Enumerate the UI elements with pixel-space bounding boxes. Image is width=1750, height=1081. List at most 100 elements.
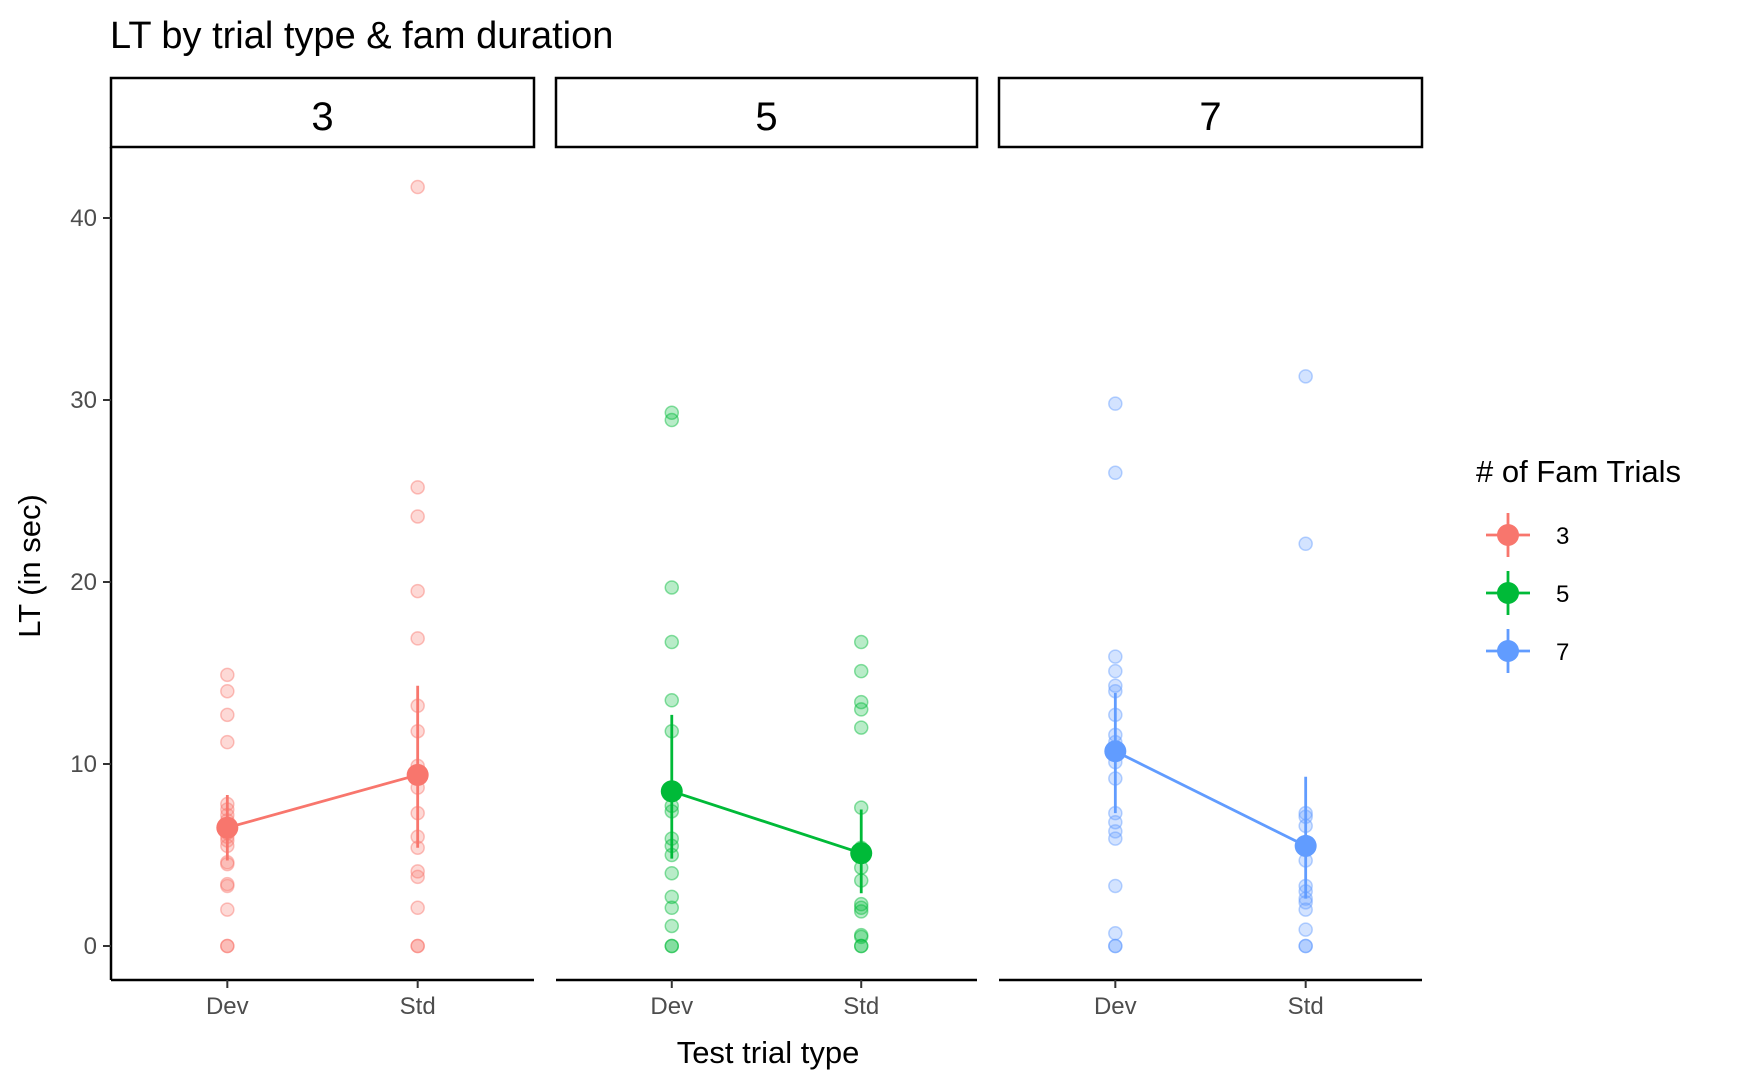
raw-point	[1108, 465, 1123, 481]
y-tick-label: 0	[84, 933, 97, 960]
raw-point	[220, 734, 235, 750]
raw-point	[853, 927, 869, 943]
y-tick-label: 30	[70, 387, 97, 414]
raw-point	[410, 864, 425, 879]
y-tick-label: 10	[70, 751, 97, 778]
raw-point	[220, 683, 235, 699]
raw-point	[410, 900, 425, 916]
raw-point	[853, 663, 869, 679]
raw-point	[410, 869, 425, 885]
raw-point	[853, 702, 869, 717]
raw-point	[853, 938, 869, 954]
raw-point	[220, 878, 235, 894]
mean-line	[226, 773, 419, 830]
raw-point	[1108, 878, 1123, 894]
raw-point	[220, 938, 235, 954]
facet-panel-3: 3 Dev Std	[109, 76, 536, 1020]
raw-point	[410, 509, 425, 524]
raw-point	[1298, 922, 1313, 937]
x-tick-label: Std	[843, 993, 879, 1020]
raw-point	[853, 904, 869, 919]
raw-point	[853, 720, 869, 735]
raw-point	[853, 634, 869, 650]
raw-point	[853, 900, 869, 916]
y-axis: 0 10 20 30 40	[70, 147, 113, 980]
raw-point	[220, 902, 235, 917]
raw-point	[1108, 824, 1123, 839]
raw-point	[1298, 938, 1313, 954]
raw-point	[1298, 536, 1313, 552]
mean-point	[216, 816, 239, 839]
facet-panel-7: 7 Dev Std	[997, 76, 1424, 1020]
x-tick-label: Dev	[1094, 993, 1137, 1020]
y-tick-label: 20	[70, 569, 97, 596]
raw-point	[410, 631, 425, 646]
raw-point	[1298, 902, 1313, 917]
legend-key-point	[1497, 524, 1519, 546]
legend-title: # of Fam Trials	[1476, 454, 1681, 489]
facet-strip-label: 5	[755, 95, 777, 139]
legend-key-3: 3	[1486, 513, 1569, 557]
mean-point	[1294, 834, 1317, 857]
x-tick-label: Std	[400, 993, 436, 1020]
raw-point	[664, 865, 680, 881]
raw-point	[1298, 938, 1313, 954]
raw-point	[1108, 938, 1123, 954]
raw-point	[1108, 814, 1123, 830]
mean-line	[1114, 750, 1307, 848]
mean-point	[406, 763, 429, 786]
raw-point	[664, 580, 680, 595]
facet-strip	[554, 76, 979, 149]
mean-point	[1104, 740, 1127, 763]
legend-keys: 3 5 7	[1486, 513, 1569, 673]
y-tick-label: 40	[70, 205, 97, 232]
raw-point	[410, 938, 425, 954]
legend-label: 3	[1556, 523, 1569, 550]
raw-point	[410, 583, 425, 599]
legend: # of Fam Trials 3 5 7	[1476, 454, 1681, 673]
legend-key-point	[1497, 640, 1519, 662]
raw-point	[664, 900, 680, 916]
legend-label: 5	[1556, 581, 1569, 608]
raw-point	[853, 694, 869, 710]
raw-point	[410, 179, 425, 195]
facet-strip	[997, 76, 1424, 149]
raw-point	[853, 938, 869, 954]
legend-key-5: 5	[1486, 571, 1569, 615]
raw-point	[664, 918, 680, 934]
facet-strip-label: 3	[311, 95, 333, 139]
facet-strip-label: 7	[1199, 95, 1221, 139]
raw-point	[853, 896, 869, 912]
mean-line	[671, 789, 862, 855]
raw-point	[1108, 678, 1123, 693]
facet-strip	[109, 76, 536, 149]
raw-point	[664, 938, 680, 954]
x-tick-label: Dev	[206, 993, 249, 1020]
raw-point	[1108, 938, 1123, 954]
raw-point	[664, 693, 680, 708]
legend-key-7: 7	[1486, 629, 1569, 673]
raw-point	[664, 889, 680, 905]
facet-panel-5: 5 Dev Std	[554, 76, 979, 1020]
raw-point	[220, 667, 235, 683]
x-tick-label: Std	[1288, 993, 1324, 1020]
raw-point	[1298, 369, 1313, 384]
raw-point	[664, 634, 680, 650]
raw-point	[220, 707, 235, 723]
raw-point	[410, 938, 425, 954]
y-axis-title: LT (in sec)	[12, 494, 47, 638]
raw-point	[853, 929, 869, 945]
raw-point	[1108, 926, 1123, 941]
x-tick-label: Dev	[650, 993, 693, 1020]
legend-label: 7	[1556, 639, 1569, 666]
raw-point	[1108, 831, 1123, 846]
mean-point	[850, 842, 873, 865]
facet-panels: 3 Dev Std 5 Dev Std 7 Dev Std	[109, 76, 1424, 1020]
chart-title: LT by trial type & fam duration	[110, 15, 613, 57]
x-axis-title: Test trial type	[677, 1035, 860, 1070]
legend-key-point	[1497, 582, 1519, 604]
raw-point	[1108, 396, 1123, 411]
raw-point	[410, 480, 425, 495]
